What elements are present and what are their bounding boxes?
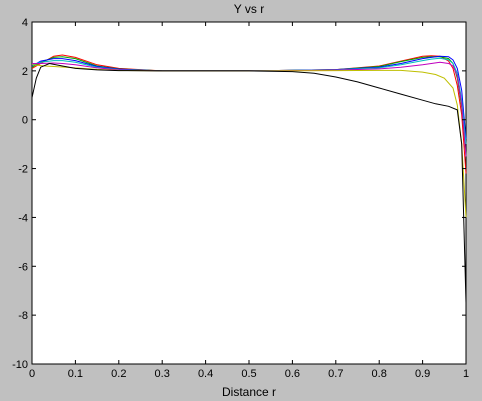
y-tick-label-3: -4 [18,212,28,224]
x-axis-ticks: 0 0.1 0.2 0.3 0.4 0.5 0.6 0.7 0.8 0.9 1 [29,22,469,380]
x-tick-label-8: 0.8 [372,368,387,380]
series-line-5 [32,61,467,157]
x-tick-label-10: 1 [463,368,469,380]
y-tick-label-1: -8 [18,310,28,322]
y-tick-label-0: -10 [12,359,28,371]
plot-area [31,21,467,365]
y-tick-label-4: -2 [18,164,28,176]
x-tick-label-1: 0.1 [68,368,83,380]
x-tick-label-4: 0.4 [198,368,213,380]
x-tick-label-7: 0.7 [328,368,343,380]
y-tick-label-5: 0 [22,115,28,127]
series-lines [31,54,467,303]
x-axis-label: Distance r [222,385,276,399]
y-tick-label-6: 2 [22,66,28,78]
x-tick-label-3: 0.3 [155,368,170,380]
x-tick-label-5: 0.5 [241,368,256,380]
x-tick-label-9: 0.9 [415,368,430,380]
x-tick-label-2: 0.2 [111,368,126,380]
chart-title: Y vs r [234,2,264,16]
x-tick-label-0: 0 [29,368,35,380]
x-tick-label-6: 0.6 [285,368,300,380]
y-axis-ticks: -10 -8 -6 -4 -2 0 2 4 [12,17,466,371]
series-line-4 [31,57,467,145]
series-line-7 [31,62,467,303]
y-tick-label-2: -6 [18,261,28,273]
y-tick-label-7: 4 [22,17,28,29]
